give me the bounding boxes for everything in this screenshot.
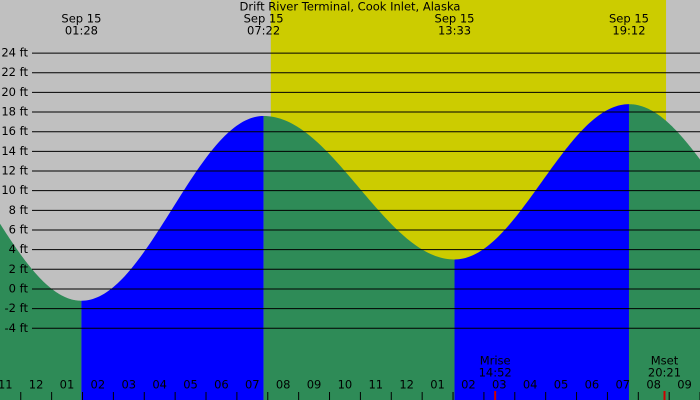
x-tick-label: 01: [60, 378, 75, 392]
x-tick-label: 11: [0, 378, 13, 392]
chart-title: Drift River Terminal, Cook Inlet, Alaska: [240, 0, 461, 14]
y-tick-label: 10 ft: [1, 183, 28, 197]
event-date: Sep 15: [61, 12, 101, 26]
x-tick-label: 12: [399, 378, 414, 392]
x-tick-label: 03: [121, 378, 136, 392]
x-tick-label: 07: [615, 378, 630, 392]
x-tick-label: 08: [276, 378, 291, 392]
y-tick-label: 2 ft: [9, 262, 29, 276]
y-tick-label: -2 ft: [5, 301, 29, 315]
rising-tide: [81, 115, 264, 400]
x-tick-label: 09: [677, 378, 692, 392]
moon-time: 20:21: [648, 366, 681, 380]
event-time: 07:22: [247, 24, 280, 38]
y-tick-label: 4 ft: [9, 242, 29, 256]
x-tick-label: 01: [430, 378, 445, 392]
y-tick-label: 22 ft: [1, 65, 28, 79]
y-tick-label: 16 ft: [1, 124, 28, 138]
y-tick-label: 0 ft: [9, 281, 29, 295]
x-tick-label: 09: [307, 378, 322, 392]
event-time: 01:28: [65, 24, 98, 38]
x-tick-label: 03: [492, 378, 507, 392]
x-tick-label: 04: [152, 378, 167, 392]
moon-label: Mrise: [480, 354, 511, 368]
x-tick-label: 02: [91, 378, 106, 392]
event-time: 13:33: [438, 24, 471, 38]
y-tick-label: 20 ft: [1, 85, 28, 99]
x-tick-label: 06: [585, 378, 600, 392]
y-tick-label: 18 ft: [1, 105, 28, 119]
x-tick-label: 07: [245, 378, 260, 392]
y-tick-label: 8 ft: [9, 203, 29, 217]
moon-time: 14:52: [479, 366, 512, 380]
y-tick-label: 12 ft: [1, 164, 28, 178]
x-tick-label: 05: [183, 378, 198, 392]
y-tick-label: 6 ft: [9, 222, 29, 236]
event-time: 19:12: [612, 24, 645, 38]
event-date: Sep 15: [609, 12, 649, 26]
x-tick-label: 02: [461, 378, 476, 392]
falling-tide: [263, 115, 455, 400]
x-tick-label: 06: [214, 378, 229, 392]
y-tick-label: 24 ft: [1, 46, 28, 60]
x-tick-label: 11: [368, 378, 383, 392]
falling-tide: [0, 223, 82, 400]
x-tick-label: 04: [523, 378, 538, 392]
x-tick-label: 08: [646, 378, 661, 392]
y-tick-label: 14 ft: [1, 144, 28, 158]
falling-tide: [628, 104, 700, 400]
x-tick-label: 10: [338, 378, 353, 392]
rising-tide: [454, 104, 629, 400]
event-date: Sep 15: [435, 12, 475, 26]
x-tick-label: 05: [554, 378, 569, 392]
event-date: Sep 15: [244, 12, 284, 26]
x-tick-label: 12: [29, 378, 44, 392]
y-tick-label: -4 ft: [5, 321, 29, 335]
moon-label: Mset: [651, 354, 679, 368]
